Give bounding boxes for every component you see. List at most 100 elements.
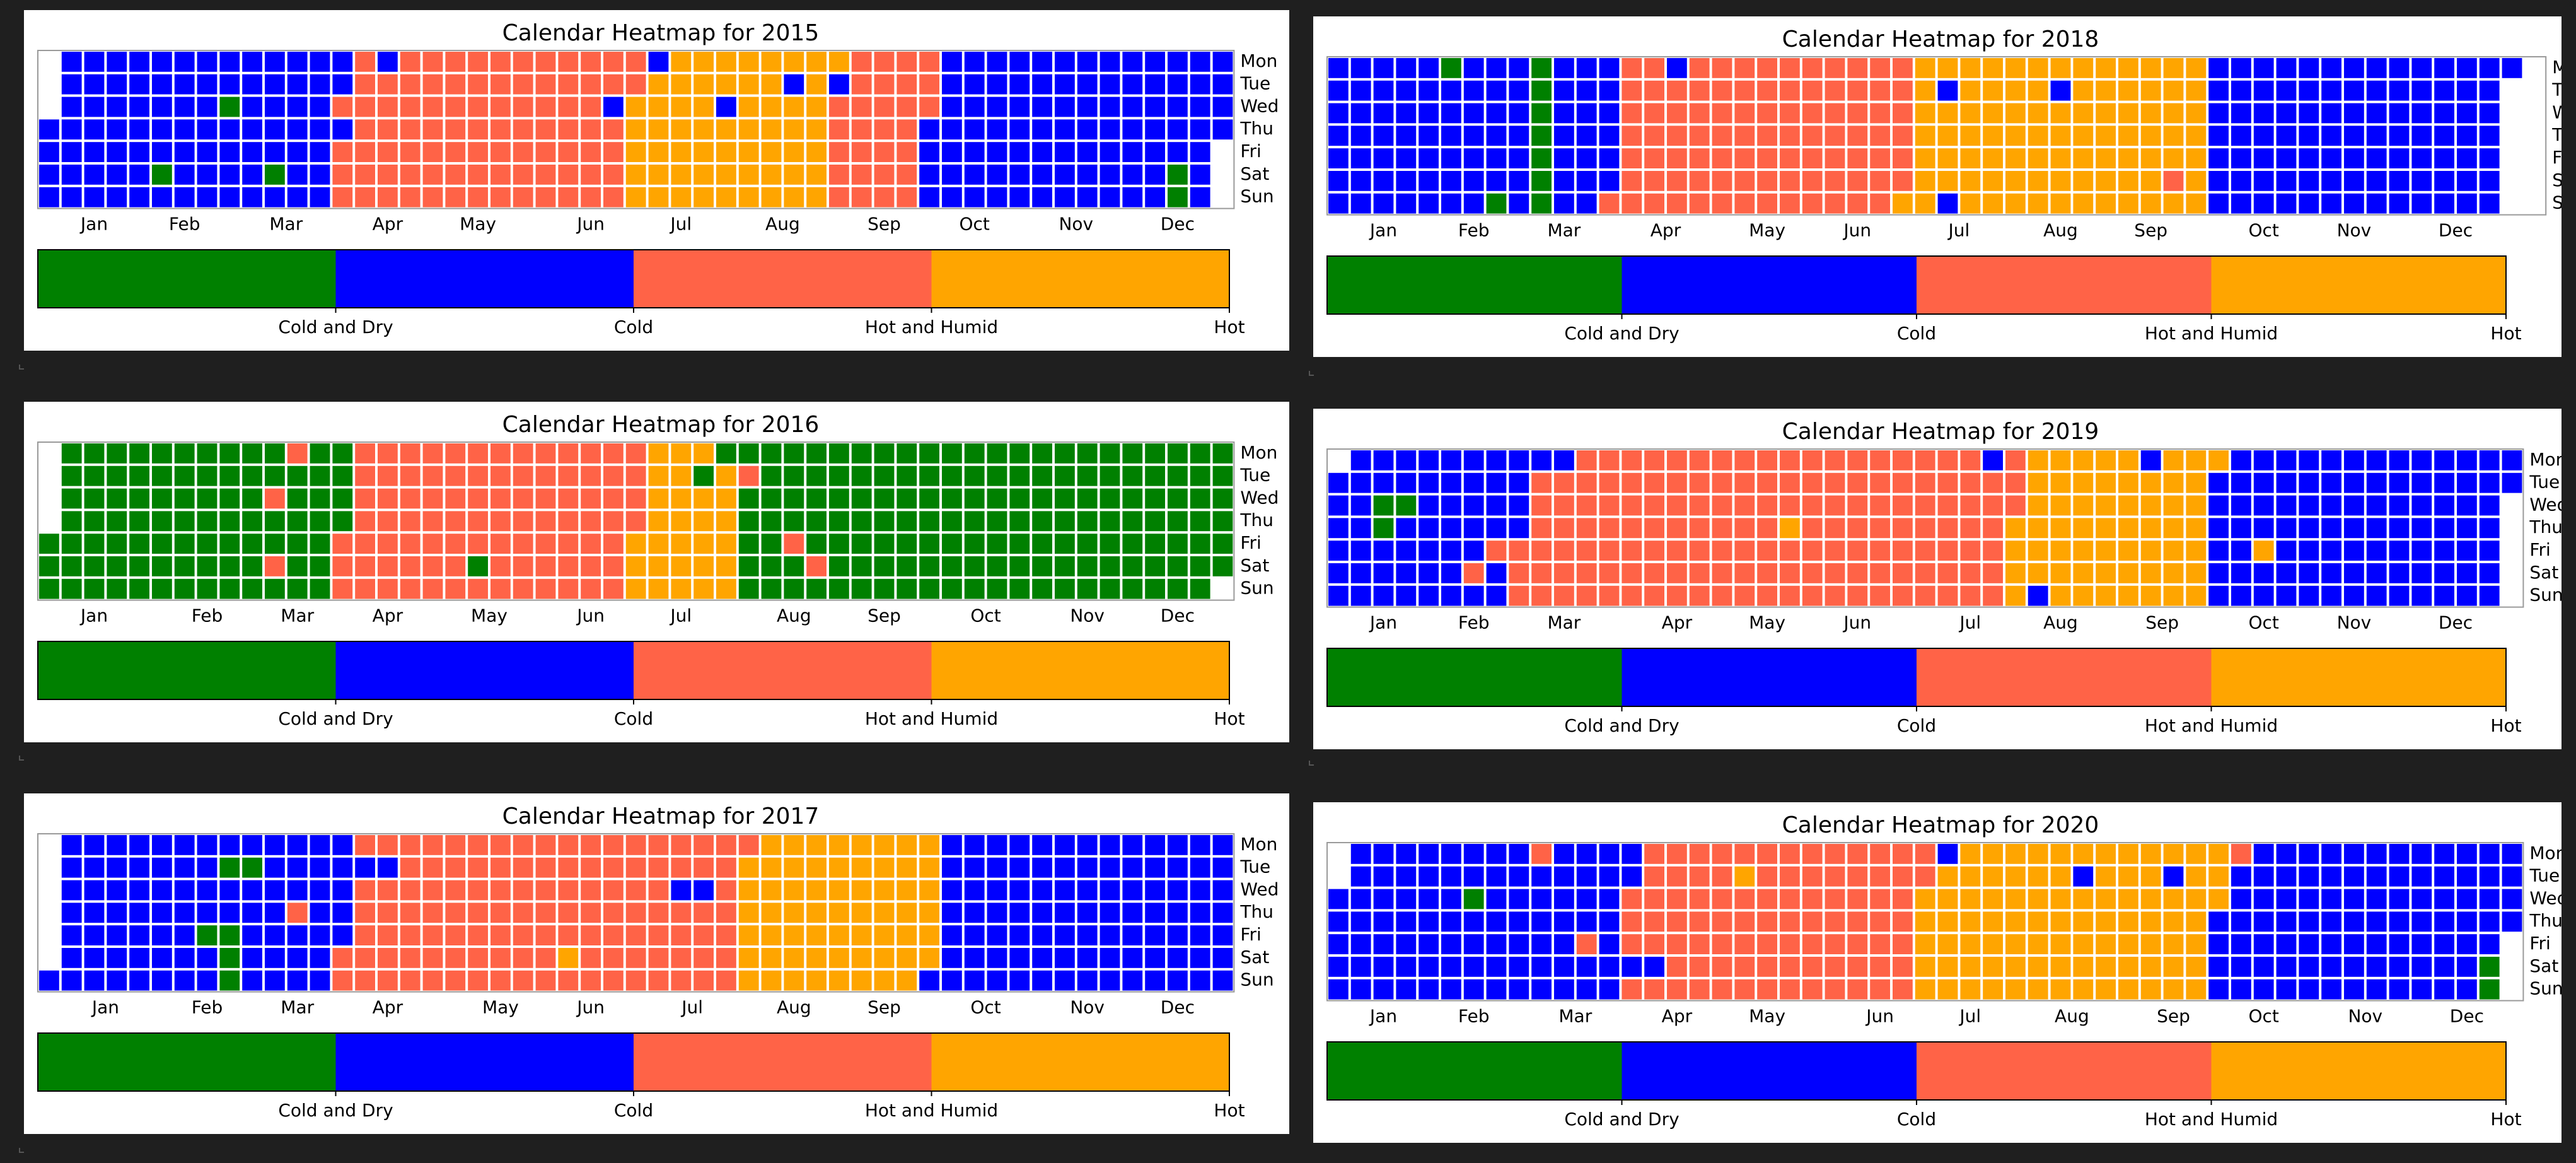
day-cell xyxy=(2073,148,2094,168)
day-cell xyxy=(716,119,736,140)
day-cell xyxy=(1032,465,1052,486)
day-cell xyxy=(1009,948,1030,968)
day-cell xyxy=(1419,103,1439,124)
day-cell xyxy=(625,119,646,140)
heatmap-svg: Calendar Heatmap for 2017MonTueWedThuFri… xyxy=(37,804,1279,1121)
day-cell xyxy=(378,578,398,599)
day-cell xyxy=(84,96,105,117)
day-cell xyxy=(2028,518,2048,539)
day-cell xyxy=(197,511,218,532)
month-label: Aug xyxy=(777,997,811,1018)
day-cell xyxy=(1190,857,1210,878)
day-cell xyxy=(174,534,195,554)
day-cell xyxy=(445,880,466,901)
day-cell xyxy=(1032,556,1052,576)
day-cell xyxy=(1622,979,1642,1000)
day-cell xyxy=(1122,970,1143,991)
day-cell xyxy=(2050,518,2071,539)
day-cell xyxy=(445,165,466,185)
day-cell xyxy=(581,74,601,95)
day-cell xyxy=(1419,866,1439,887)
day-cell xyxy=(964,925,985,945)
day-cell xyxy=(129,880,149,901)
day-cell xyxy=(1780,495,1800,516)
day-cell xyxy=(671,903,692,923)
day-cell xyxy=(1328,103,1349,124)
day-cell xyxy=(693,903,714,923)
day-cell xyxy=(242,443,262,464)
day-cell xyxy=(2299,957,2319,977)
day-cell xyxy=(445,511,466,532)
day-cell xyxy=(1599,844,1620,864)
day-cell xyxy=(2253,58,2274,78)
day-cell xyxy=(445,970,466,991)
day-cell xyxy=(716,96,736,117)
day-cell xyxy=(2140,911,2161,932)
day-cell xyxy=(1825,957,1845,977)
day-cell xyxy=(1960,844,1981,864)
day-cell xyxy=(197,187,218,207)
day-cell xyxy=(581,96,601,117)
month-label: Sep xyxy=(2134,220,2167,241)
day-cell xyxy=(716,948,736,968)
day-cell xyxy=(445,443,466,464)
day-cell xyxy=(964,835,985,855)
day-cell xyxy=(174,857,195,878)
day-label: Tue xyxy=(1239,465,1270,486)
day-cell xyxy=(1554,518,1574,539)
day-cell xyxy=(1689,911,1710,932)
day-cell xyxy=(197,96,218,117)
day-cell xyxy=(2005,518,2026,539)
day-cell xyxy=(1463,866,1484,887)
day-cell xyxy=(2208,844,2229,864)
day-cell xyxy=(2321,148,2341,168)
day-cell xyxy=(2231,889,2251,909)
day-cell xyxy=(1734,126,1755,146)
day-cell xyxy=(2457,126,2477,146)
day-cell xyxy=(2096,518,2116,539)
day-cell xyxy=(2389,934,2410,954)
day-cell xyxy=(490,578,511,599)
day-cell xyxy=(1077,578,1098,599)
day-cell xyxy=(919,52,939,72)
day-cell xyxy=(1122,488,1143,509)
day-cell xyxy=(2321,934,2341,954)
day-cell xyxy=(874,142,895,162)
month-label: Nov xyxy=(1070,997,1105,1018)
day-cell xyxy=(581,52,601,72)
day-cell xyxy=(919,465,939,486)
day-cell xyxy=(648,835,669,855)
day-cell xyxy=(2118,472,2138,493)
day-cell xyxy=(2299,80,2319,101)
day-cell xyxy=(355,465,375,486)
day-cell xyxy=(1077,948,1098,968)
day-cell xyxy=(2140,450,2161,470)
day-cell xyxy=(1757,563,1777,583)
day-cell xyxy=(2389,126,2410,146)
month-label: Nov xyxy=(1059,214,1093,235)
day-cell xyxy=(535,511,556,532)
day-cell xyxy=(2389,541,2410,561)
day-cell xyxy=(874,187,895,207)
day-cell xyxy=(1531,979,1552,1000)
day-cell xyxy=(422,165,443,185)
day-cell xyxy=(1486,472,1507,493)
day-cell xyxy=(738,74,759,95)
month-label: Dec xyxy=(2439,220,2473,241)
colorbar-tick-label: Hot xyxy=(2490,323,2521,344)
day-cell xyxy=(219,443,240,464)
day-cell xyxy=(1077,443,1098,464)
day-cell xyxy=(1350,58,1371,78)
day-cell xyxy=(581,970,601,991)
day-cell xyxy=(1712,866,1732,887)
day-cell xyxy=(784,511,804,532)
day-cell xyxy=(2028,957,2048,977)
day-cell xyxy=(1077,970,1098,991)
day-cell xyxy=(1554,472,1574,493)
day-cell xyxy=(829,142,849,162)
day-cell xyxy=(1780,889,1800,909)
day-cell xyxy=(265,465,285,486)
day-cell xyxy=(1099,880,1120,901)
day-label: Sat xyxy=(1240,947,1269,967)
day-cell xyxy=(1145,511,1165,532)
